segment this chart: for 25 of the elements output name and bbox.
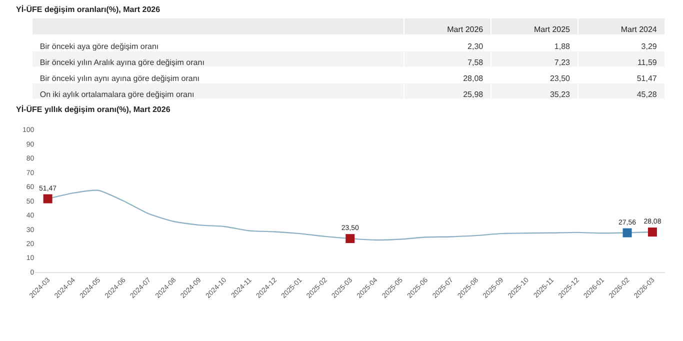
category-label: On iki aylık ortalamalara göre değişim oranı (40, 90, 194, 99)
data-label: 1,88 (554, 42, 571, 51)
data-label: 11,59 (637, 58, 658, 67)
chart-title: Yİ-ÜFE yıllık değişim oranı(%), Mart 2026 (16, 105, 171, 114)
data-label: 3,29 (641, 42, 658, 51)
data-label: 45,28 (636, 90, 658, 99)
category-label: Bir önceki aya göre değişim oranı (40, 42, 159, 51)
text: Mart 2026 (447, 24, 484, 34)
text: Yİ-ÜFE değişim oranları(%), Mart 2026 (16, 5, 161, 14)
data-label: 23,50 (550, 74, 571, 83)
data-label: 28,08 (463, 74, 484, 83)
data-label: 35,23 (550, 90, 571, 99)
text: Mart 2025 (534, 24, 571, 34)
data-label: 7,58 (468, 58, 484, 67)
point (622, 228, 632, 238)
category-label: Bir önceki yılın aynı ayına göre değişim oranı (40, 74, 200, 83)
data-label: 7,23 (554, 58, 571, 67)
category-label: Bir önceki yılın Aralık ayına göre değişim oranı (40, 58, 204, 67)
data-label: 2,30 (468, 42, 484, 51)
data-label: 25,98 (463, 90, 484, 99)
point (648, 228, 657, 237)
text: Mart 2024 (620, 24, 658, 34)
data-label: 51,47 (636, 74, 658, 83)
point (346, 234, 355, 244)
point (43, 194, 52, 204)
